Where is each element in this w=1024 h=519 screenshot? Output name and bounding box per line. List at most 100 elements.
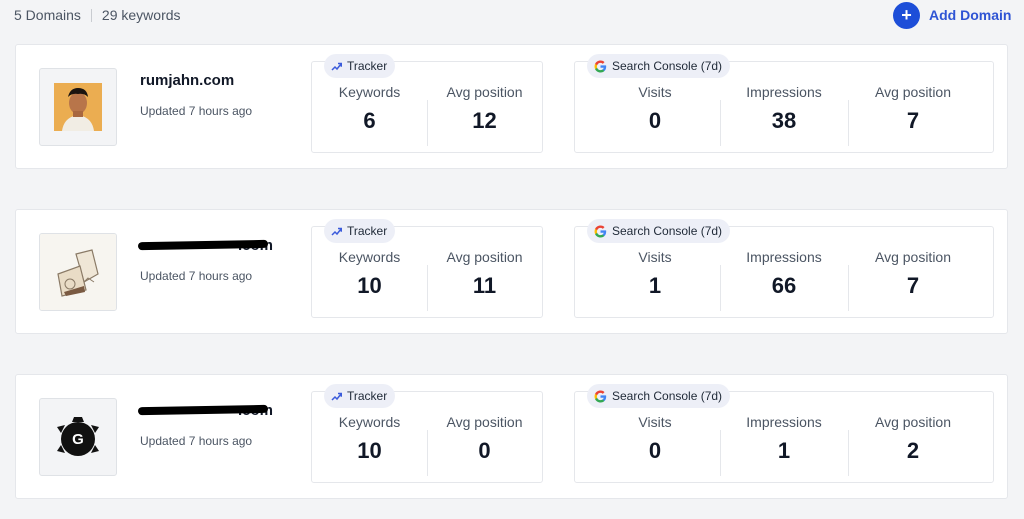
avg-position-label: Avg position xyxy=(446,414,523,430)
tea-bag-icon xyxy=(40,234,116,310)
trending-up-icon xyxy=(331,62,342,71)
domain-card[interactable]: .com Updated 7 hours ago Tracker Keyword… xyxy=(15,209,1008,334)
domain-name[interactable]: rumjahn.com xyxy=(140,72,235,89)
keywords-value: 10 xyxy=(357,273,382,298)
tracker-label: Tracker xyxy=(347,224,388,238)
google-icon xyxy=(594,390,607,403)
keywords-count: 29 keywords xyxy=(101,7,181,23)
impressions-label: Impressions xyxy=(746,84,822,100)
avg-position-value: 0 xyxy=(478,438,491,463)
updated-time: Updated 7 hours ago xyxy=(140,104,253,118)
search-console-label: Search Console (7d) xyxy=(612,224,723,238)
keywords-stat: Keywords 10 xyxy=(312,227,427,319)
gsc-avg-position-label: Avg position xyxy=(874,249,951,265)
search-console-badge: Search Console (7d) xyxy=(587,219,731,243)
stat-divider xyxy=(720,265,721,311)
gsc-avg-position-value: 7 xyxy=(906,273,920,298)
updated-time: Updated 7 hours ago xyxy=(140,269,253,283)
search-console-label: Search Console (7d) xyxy=(612,389,723,403)
gsc-avg-position-label: Avg position xyxy=(874,414,951,430)
stat-divider xyxy=(427,100,428,146)
keywords-stat: Keywords 6 xyxy=(312,62,427,154)
trending-up-icon xyxy=(331,392,342,401)
impressions-stat: Impressions 38 xyxy=(720,62,848,154)
impressions-stat: Impressions 66 xyxy=(720,227,848,319)
visits-label: Visits xyxy=(638,249,672,265)
tracker-badge: Tracker xyxy=(324,384,396,408)
updated-time: Updated 7 hours ago xyxy=(140,434,253,448)
summary-counts: 5 Domains 29 keywords xyxy=(14,7,181,23)
stat-divider xyxy=(848,430,849,476)
keywords-value: 10 xyxy=(357,438,382,463)
avg-position-value: 12 xyxy=(472,108,497,133)
tracker-badge: Tracker xyxy=(324,219,396,243)
visits-value: 0 xyxy=(648,438,662,463)
impressions-label: Impressions xyxy=(746,414,822,430)
domain-thumbnail xyxy=(39,233,117,311)
search-console-badge: Search Console (7d) xyxy=(587,54,731,78)
stat-divider xyxy=(720,100,721,146)
domain-thumbnail xyxy=(39,68,117,146)
trending-up-icon xyxy=(331,227,342,236)
visits-stat: Visits 1 xyxy=(590,227,720,319)
gsc-avg-position-label: Avg position xyxy=(874,84,951,100)
tracker-panel: Tracker Keywords 10 Avg position 11 xyxy=(311,219,543,319)
google-icon xyxy=(594,225,607,238)
domain-thumbnail: G xyxy=(39,398,117,476)
summary-divider xyxy=(90,8,92,22)
domain-card[interactable]: rumjahn.com Updated 7 hours ago Tracker … xyxy=(15,44,1008,169)
g-gear-logo-icon: G xyxy=(57,417,99,456)
tracker-label: Tracker xyxy=(347,59,388,73)
stat-divider xyxy=(848,100,849,146)
search-console-panel: Search Console (7d) Visits 0 Impressions… xyxy=(574,54,994,154)
visits-stat: Visits 0 xyxy=(590,392,720,484)
search-console-label: Search Console (7d) xyxy=(612,59,723,73)
avg-position-stat: Avg position 0 xyxy=(427,392,542,484)
visits-stat: Visits 0 xyxy=(590,62,720,154)
add-domain-label: Add Domain xyxy=(929,7,1012,23)
keywords-label: Keywords xyxy=(338,249,401,265)
gsc-avg-position-stat: Avg position 7 xyxy=(848,227,978,319)
impressions-value: 38 xyxy=(771,108,797,133)
keywords-label: Keywords xyxy=(338,414,401,430)
gsc-avg-position-value: 2 xyxy=(906,438,920,463)
person-photo-icon xyxy=(54,83,102,131)
avg-position-stat: Avg position 12 xyxy=(427,62,542,154)
visits-value: 0 xyxy=(648,108,662,133)
top-bar: 5 Domains 29 keywords + Add Domain xyxy=(0,0,1024,32)
tracker-label: Tracker xyxy=(347,389,388,403)
search-console-badge: Search Console (7d) xyxy=(587,384,731,408)
visits-value: 1 xyxy=(648,273,662,298)
avg-position-label: Avg position xyxy=(446,84,523,100)
domain-card[interactable]: G .com Updated 7 hours ago Tracker Keywo… xyxy=(15,374,1008,499)
keywords-value: 6 xyxy=(363,108,376,133)
keywords-label: Keywords xyxy=(338,84,401,100)
stat-divider xyxy=(848,265,849,311)
keywords-stat: Keywords 10 xyxy=(312,392,427,484)
impressions-value: 1 xyxy=(777,438,791,463)
impressions-value: 66 xyxy=(771,273,797,298)
search-console-panel: Search Console (7d) Visits 1 Impressions… xyxy=(574,219,994,319)
add-domain-button[interactable]: + Add Domain xyxy=(893,1,1011,29)
svg-text:G: G xyxy=(72,431,84,448)
tracker-panel: Tracker Keywords 6 Avg position 12 xyxy=(311,54,543,154)
impressions-stat: Impressions 1 xyxy=(720,392,848,484)
stat-divider xyxy=(720,430,721,476)
visits-label: Visits xyxy=(638,414,672,430)
search-console-panel: Search Console (7d) Visits 0 Impressions… xyxy=(574,384,994,484)
domains-count: 5 Domains xyxy=(14,7,81,23)
tracker-badge: Tracker xyxy=(324,54,396,78)
google-icon xyxy=(594,60,607,73)
avg-position-label: Avg position xyxy=(446,249,523,265)
gsc-avg-position-value: 7 xyxy=(906,108,920,133)
tracker-panel: Tracker Keywords 10 Avg position 0 xyxy=(311,384,543,484)
impressions-label: Impressions xyxy=(746,249,822,265)
avg-position-stat: Avg position 11 xyxy=(427,227,542,319)
avg-position-value: 11 xyxy=(472,273,497,298)
stat-divider xyxy=(427,430,428,476)
plus-icon: + xyxy=(893,1,920,29)
gsc-avg-position-stat: Avg position 2 xyxy=(848,392,978,484)
visits-label: Visits xyxy=(638,84,672,100)
gsc-avg-position-stat: Avg position 7 xyxy=(848,62,978,154)
stat-divider xyxy=(427,265,428,311)
